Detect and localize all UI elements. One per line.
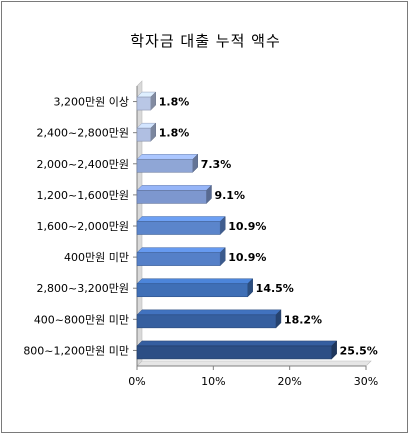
category-label: 3,200만원 이상	[54, 96, 129, 109]
x-tick-label: 0%	[128, 375, 145, 388]
bar	[136, 278, 254, 298]
bar-top-face	[136, 278, 254, 284]
value-label: 25.5%	[340, 344, 378, 357]
bar	[136, 215, 226, 236]
category-label: 800~1,200만원 미만	[23, 344, 129, 357]
bar-front-face	[136, 221, 221, 235]
bar	[136, 91, 157, 111]
bar	[136, 122, 157, 142]
bar-front-face	[136, 345, 332, 360]
bar-front-face	[136, 283, 248, 298]
category-label: 2,800~3,200만원	[37, 282, 129, 295]
value-label: 18.2%	[284, 313, 322, 326]
bar	[136, 340, 338, 360]
value-label: 14.5%	[256, 282, 294, 295]
bar-front-face	[136, 96, 152, 111]
bar-top-face	[136, 154, 199, 160]
value-label: 10.9%	[228, 251, 266, 264]
bar	[136, 153, 199, 173]
x-axis-floor	[136, 360, 372, 367]
bar-top-face	[136, 340, 338, 347]
chart-title: 학자금 대출 누적 액수	[130, 32, 281, 50]
bar-top-face	[136, 185, 213, 191]
bar-front-face	[136, 252, 221, 266]
category-label: 2,400~2,800만원	[37, 127, 129, 140]
x-tick-label: 30%	[354, 375, 378, 388]
bar-top-face	[136, 309, 282, 316]
category-label: 1,600~2,000만원	[37, 220, 129, 233]
bar-top-face	[136, 247, 226, 253]
category-label: 400~800만원 미만	[34, 313, 129, 326]
category-label: 1,200~1,600만원	[37, 189, 129, 202]
category-label: 400만원 미만	[64, 251, 129, 264]
x-tick-label: 10%	[201, 375, 225, 388]
value-label: 1.8%	[159, 127, 190, 140]
value-label: 10.9%	[228, 220, 266, 233]
x-tick-label: 20%	[277, 375, 301, 388]
bar	[136, 247, 226, 267]
bar	[136, 184, 213, 204]
bar-front-face	[136, 127, 152, 142]
value-label: 7.3%	[201, 158, 232, 171]
bar-top-face	[136, 216, 226, 222]
bar	[136, 309, 282, 329]
bar-front-face	[136, 190, 207, 204]
value-label: 9.1%	[214, 189, 245, 202]
value-label: 1.8%	[159, 96, 190, 109]
bar-front-face	[136, 314, 277, 329]
bar-front-face	[136, 158, 194, 173]
category-label: 2,000~2,400만원	[37, 158, 129, 171]
